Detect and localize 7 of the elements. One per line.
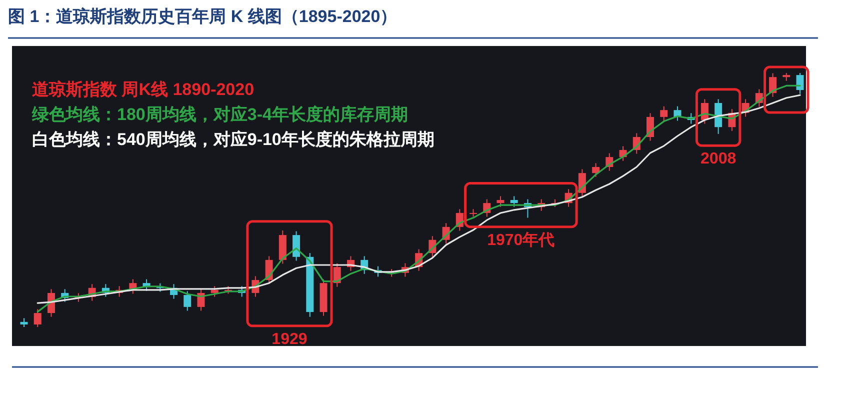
annotation: 道琼斯指数 周K线 1890-2020 bbox=[32, 80, 254, 99]
annotation: 2008 bbox=[700, 150, 736, 168]
annotation: 1970年代 bbox=[487, 230, 555, 249]
chart-title: 图 1：道琼斯指数历史百年周 K 线图（1895-2020） bbox=[8, 7, 398, 26]
text: 1929 bbox=[272, 330, 308, 348]
annotation: 白色均线：540周均线，对应9-10年长度的朱格拉周期 bbox=[32, 130, 434, 149]
annotation: 绿色均线：180周均线，对应3-4年长度的库存周期 bbox=[31, 105, 408, 124]
